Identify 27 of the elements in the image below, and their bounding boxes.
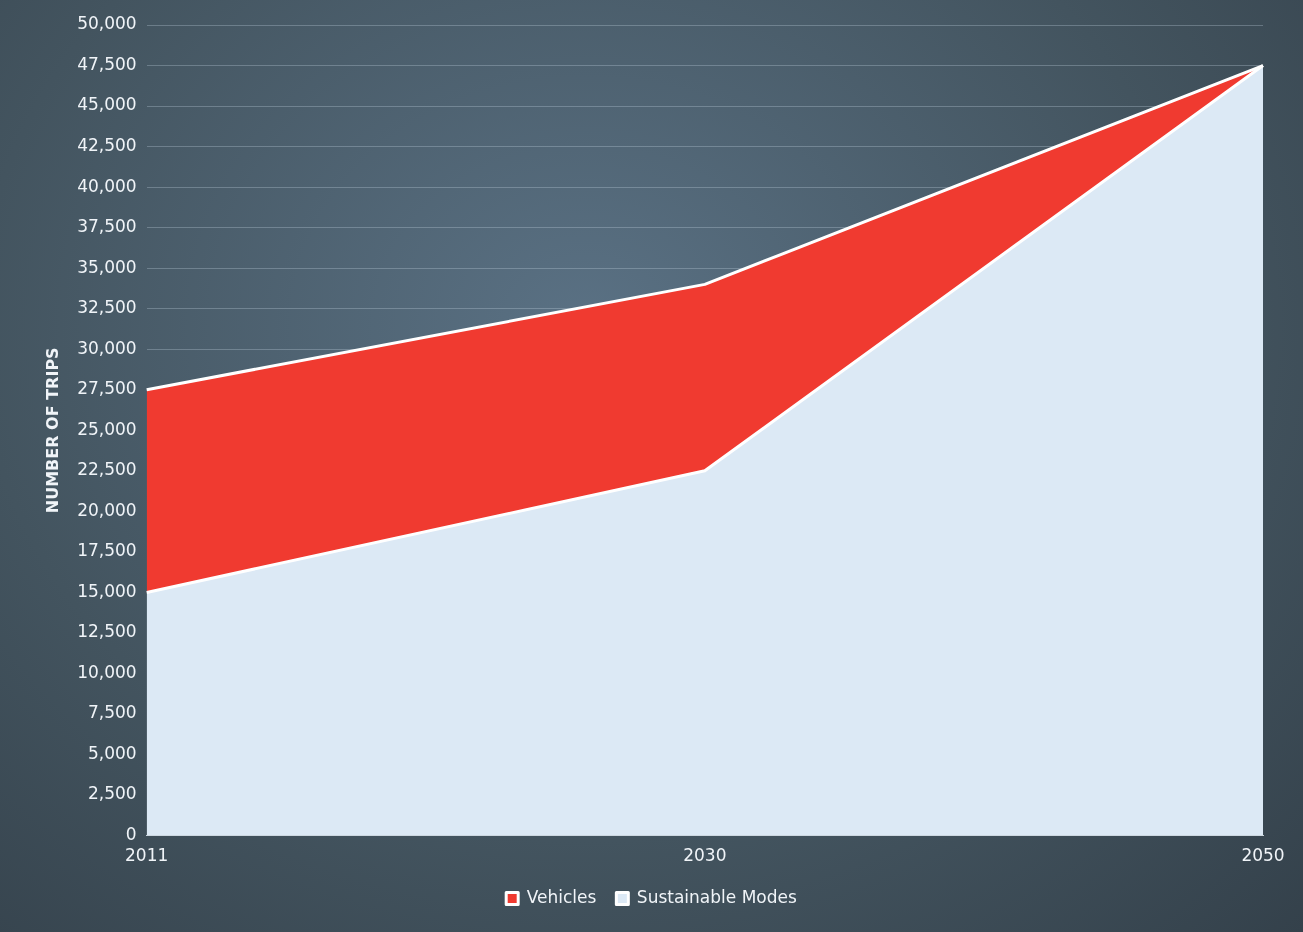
- y-tick-label: 42,500: [77, 135, 137, 156]
- x-tick-label: 2011: [125, 845, 169, 866]
- x-tick-label: 2030: [683, 845, 727, 866]
- y-tick-label: 10,000: [77, 661, 137, 682]
- y-tick-label: 45,000: [77, 94, 137, 115]
- legend-label: Vehicles: [526, 886, 597, 907]
- y-tick-label: 5,000: [88, 742, 137, 763]
- y-axis-title: NUMBER OF TRIPS: [42, 347, 62, 514]
- y-tick-label: 30,000: [77, 337, 137, 358]
- y-tick-label: 27,500: [77, 378, 137, 399]
- y-tick-label: 25,000: [77, 418, 137, 439]
- y-tick-label: 12,500: [77, 621, 137, 642]
- y-tick-label: 47,500: [77, 53, 137, 74]
- x-tick-label: 2050: [1241, 845, 1285, 866]
- y-tick-label: 20,000: [77, 499, 137, 520]
- y-tick-label: 50,000: [77, 13, 137, 34]
- y-tick-label: 7,500: [88, 702, 137, 723]
- y-tick-label: 22,500: [77, 459, 137, 480]
- y-tick-label: 15,000: [77, 580, 137, 601]
- y-tick-label: 17,500: [77, 540, 137, 561]
- y-tick-label: 35,000: [77, 256, 137, 277]
- y-tick-label: 37,500: [77, 216, 137, 237]
- y-tick-label: 0: [125, 824, 137, 845]
- y-tick-label: 32,500: [77, 297, 137, 318]
- y-tick-label: 40,000: [77, 175, 137, 196]
- legend-label: Sustainable Modes: [636, 886, 797, 907]
- y-tick-label: 2,500: [88, 783, 137, 804]
